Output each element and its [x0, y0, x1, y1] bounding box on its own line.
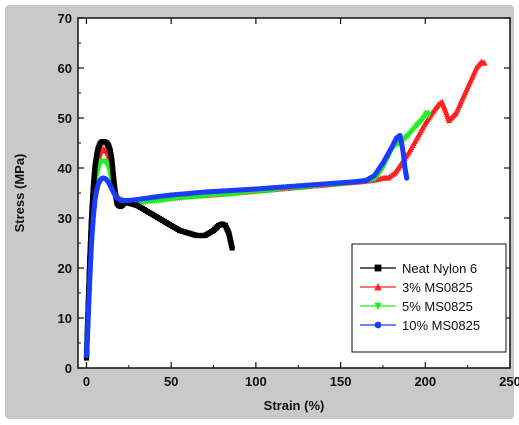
data-point: [481, 59, 488, 66]
legend: Neat Nylon 6 3% MS0825 5% MS0825 10% MS0825: [351, 243, 507, 353]
x-tick-label: 50: [164, 374, 178, 389]
legend-box: [351, 243, 507, 353]
y-axis-title: Stress (MPa): [12, 154, 27, 233]
y-tick-label: 40: [58, 161, 72, 176]
y-tick-label: 50: [58, 111, 72, 126]
legend-label: Neat Nylon 6: [402, 261, 477, 276]
y-tick-label: 0: [65, 361, 72, 376]
data-point: [404, 175, 410, 181]
axes-layer: 0 50 100 150 200 250 0 10 20 30 40 50 60 70: [58, 11, 519, 389]
legend-label: 5% MS0825: [402, 299, 473, 314]
legend-marker: [374, 321, 382, 329]
x-tick-label: 200: [414, 374, 436, 389]
data-point: [229, 245, 235, 251]
legend-label: 10% MS0825: [402, 318, 480, 333]
legend-marker: [374, 302, 382, 310]
x-tick-label: 100: [245, 374, 267, 389]
legend-marker: [374, 283, 382, 291]
x-tick-label: 250: [499, 374, 519, 389]
legend-label: 3% MS0825: [402, 280, 473, 295]
y-tick-label: 10: [58, 311, 72, 326]
y-tick-label: 70: [58, 11, 72, 26]
data-point: [425, 112, 432, 119]
legend-marker: [374, 264, 382, 272]
y-tick-label: 20: [58, 261, 72, 276]
series-layer: [83, 58, 488, 361]
x-tick-label: 0: [83, 374, 90, 389]
y-tick-label: 30: [58, 211, 72, 226]
y-tick-label: 60: [58, 61, 72, 76]
x-axis-title: Strain (%): [264, 398, 325, 413]
series-10-ms0825: [83, 132, 410, 359]
x-tick-label: 150: [330, 374, 352, 389]
